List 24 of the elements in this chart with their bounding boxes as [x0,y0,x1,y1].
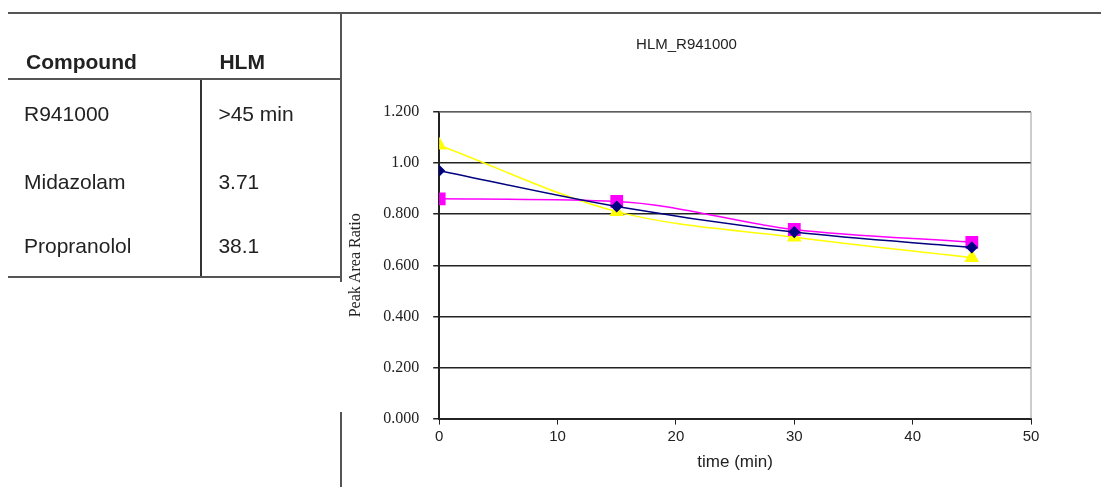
y-tick-label: 0.000 [383,408,420,426]
text: >45 min [218,102,294,125]
y-tick-label: 0.200 [383,357,420,375]
category-label: Propranolol [8,216,202,277]
x-tick-label: 0 [435,426,444,444]
text: HLM [201,14,340,79]
y-tick-label: 0.400 [383,306,420,324]
category-label: R941000 [23,101,111,127]
chart-title: HLM_R941000 [636,35,737,53]
x-tick-label: 20 [667,426,685,444]
text: 38.1 [218,234,260,257]
y-tick-label: 1.200 [383,102,420,120]
y-tick-label: 0.600 [383,255,420,273]
category-label: Midazolam [23,169,127,195]
y-axis-title: Peak Area Ratio [345,213,363,318]
x-axis-title: time (min) [697,452,773,472]
x-tick-label: 30 [785,426,803,444]
x-tick-label: 50 [1022,426,1040,444]
x-tick-label: 40 [904,426,921,444]
text: 3.71 [218,170,260,193]
text: Compound [8,14,202,79]
y-tick-label: 1.00 [391,153,420,171]
x-tick-label: 10 [549,426,566,444]
y-tick-label: 0.800 [383,204,420,222]
